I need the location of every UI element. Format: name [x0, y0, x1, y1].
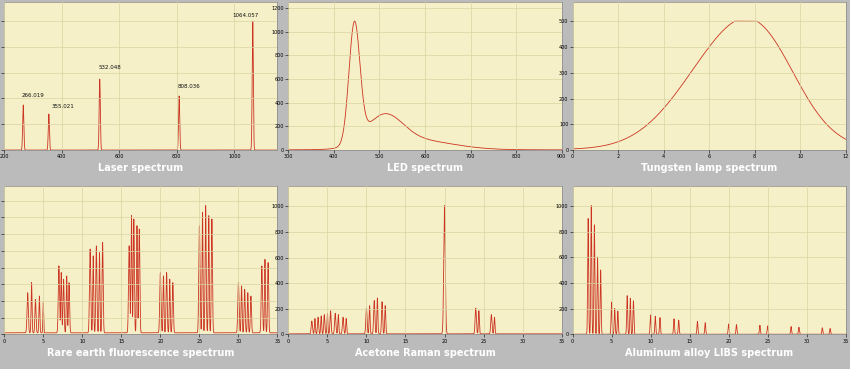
Text: Aluminum alloy LIBS spectrum: Aluminum alloy LIBS spectrum — [625, 348, 793, 358]
Text: 1064.057: 1064.057 — [233, 13, 259, 18]
Text: Tungsten lamp spectrum: Tungsten lamp spectrum — [641, 163, 777, 173]
Text: 808.036: 808.036 — [178, 83, 201, 89]
Text: Rare earth fluorescence spectrum: Rare earth fluorescence spectrum — [47, 348, 235, 358]
Text: Laser spectrum: Laser spectrum — [99, 163, 184, 173]
Text: 266.019: 266.019 — [22, 93, 44, 98]
Text: 532.048: 532.048 — [99, 65, 121, 70]
Text: 355.021: 355.021 — [52, 104, 75, 109]
Text: LED spectrum: LED spectrum — [387, 163, 463, 173]
Text: Acetone Raman spectrum: Acetone Raman spectrum — [354, 348, 496, 358]
